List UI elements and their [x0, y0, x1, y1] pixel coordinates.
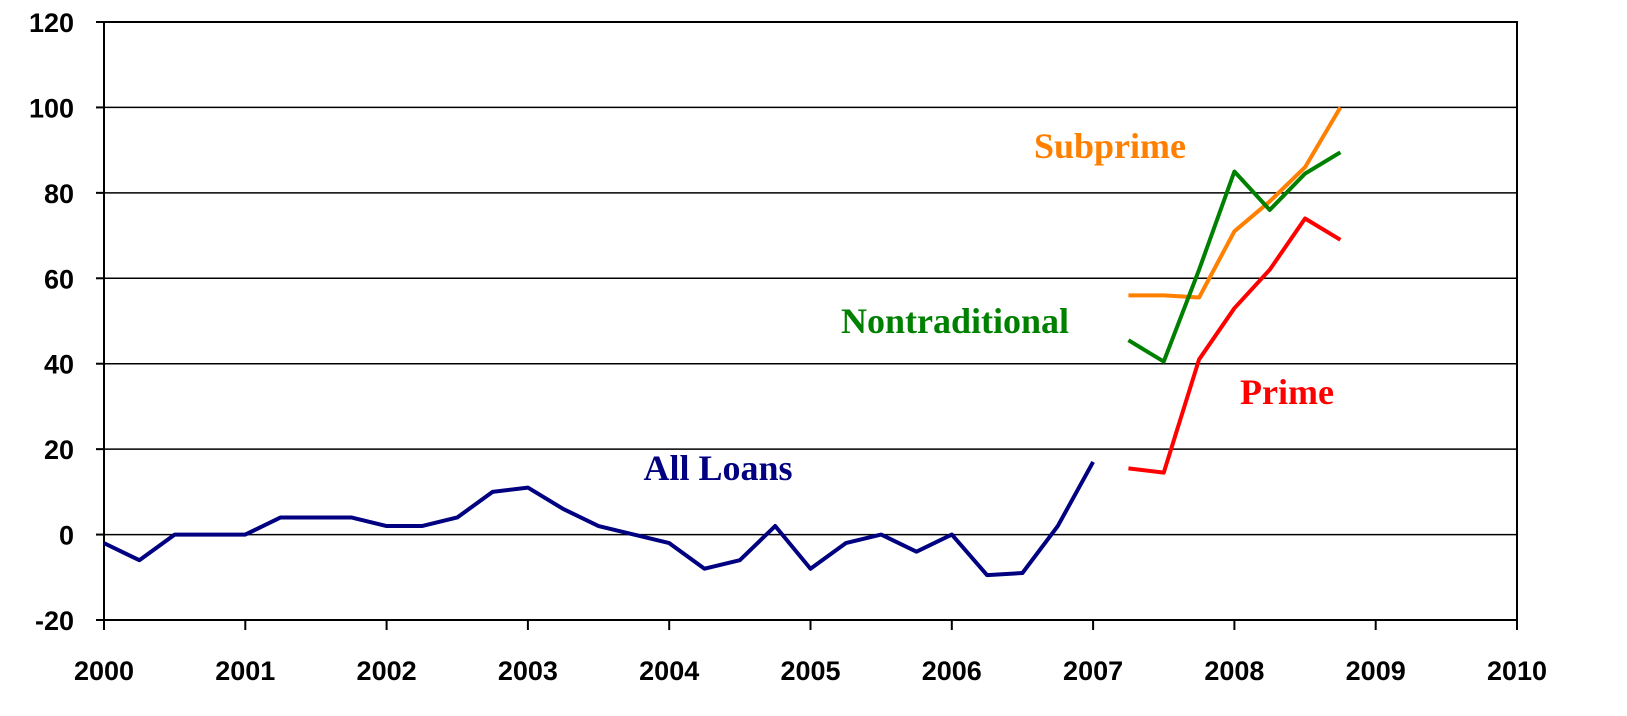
y-tick-label: 100 [29, 93, 74, 123]
y-tick-label: 20 [44, 435, 74, 465]
x-tick-label: 2002 [357, 656, 417, 686]
y-tick-label: 120 [29, 8, 74, 38]
y-tick-label: 80 [44, 179, 74, 209]
series-label: All Loans [643, 448, 792, 488]
y-tick-label: -20 [35, 606, 74, 636]
series-label: Nontraditional [841, 301, 1069, 341]
y-tick-label: 60 [44, 264, 74, 294]
series-line [1127, 150, 1342, 364]
plot-frame [103, 21, 1518, 621]
x-tick-label: 2006 [922, 656, 982, 686]
x-tick-label: 2003 [498, 656, 558, 686]
x-tick-label: 2001 [215, 656, 275, 686]
x-tick-label: 2010 [1487, 656, 1547, 686]
x-tick-label: 2005 [780, 656, 840, 686]
series-line [1128, 216, 1342, 475]
x-tick-label: 2008 [1204, 656, 1264, 686]
x-tick-label: 2007 [1063, 656, 1123, 686]
y-tick-label: 40 [44, 350, 74, 380]
series-label: Subprime [1034, 126, 1186, 166]
series-line [1128, 106, 1343, 300]
x-tick-label: 2004 [639, 656, 699, 686]
series-line [103, 460, 1095, 578]
x-tick-label: 2000 [74, 656, 134, 686]
x-tick-label: 2009 [1346, 656, 1406, 686]
y-tick-label: 0 [59, 521, 74, 551]
series-label: Prime [1240, 372, 1334, 412]
